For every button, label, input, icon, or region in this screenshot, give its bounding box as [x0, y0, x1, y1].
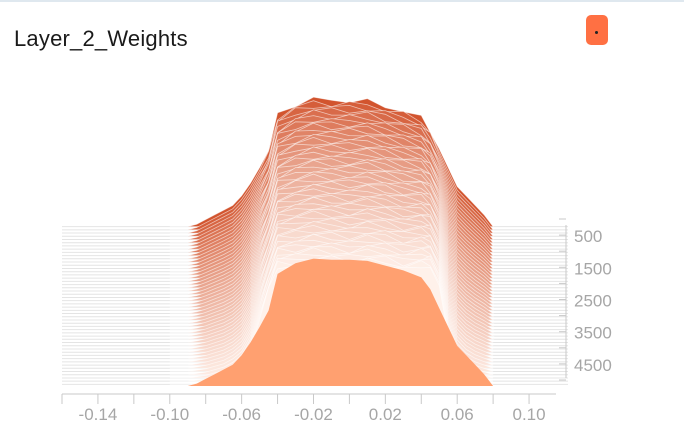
x-tick-label: 0.02 — [369, 405, 402, 424]
x-axis: -0.14 -0.10 -0.06 -0.02 0.02 0.06 0.10 — [61, 393, 556, 424]
step-tick-label: 500 — [574, 227, 602, 246]
step-axis: 500 1500 2500 3500 4500 — [559, 218, 612, 381]
x-tick-label: -0.10 — [150, 405, 189, 424]
histogram-bands — [169, 96, 495, 386]
step-tick-label: 3500 — [574, 324, 612, 343]
x-tick-label: -0.06 — [222, 405, 261, 424]
top-divider — [0, 0, 684, 2]
chart-title: Layer_2_Weights — [14, 26, 188, 51]
x-tick-label: -0.14 — [79, 405, 118, 424]
step-tick-label: 2500 — [574, 292, 612, 311]
step-tick-label: 4500 — [574, 356, 612, 375]
step-tick-label: 1500 — [574, 259, 612, 278]
x-tick-label: 0.10 — [513, 405, 546, 424]
histogram-front-band — [169, 258, 494, 386]
x-tick-label: -0.02 — [294, 405, 333, 424]
run-color-swatch-button[interactable] — [586, 15, 608, 45]
x-tick-label: 0.06 — [441, 405, 474, 424]
